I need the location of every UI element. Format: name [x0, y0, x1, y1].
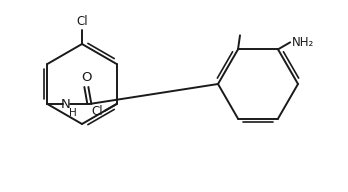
- Text: N: N: [61, 98, 70, 111]
- Text: O: O: [81, 71, 92, 84]
- Text: Cl: Cl: [76, 15, 88, 28]
- Text: Cl: Cl: [91, 104, 103, 118]
- Text: H: H: [69, 108, 77, 118]
- Text: NH₂: NH₂: [292, 36, 314, 49]
